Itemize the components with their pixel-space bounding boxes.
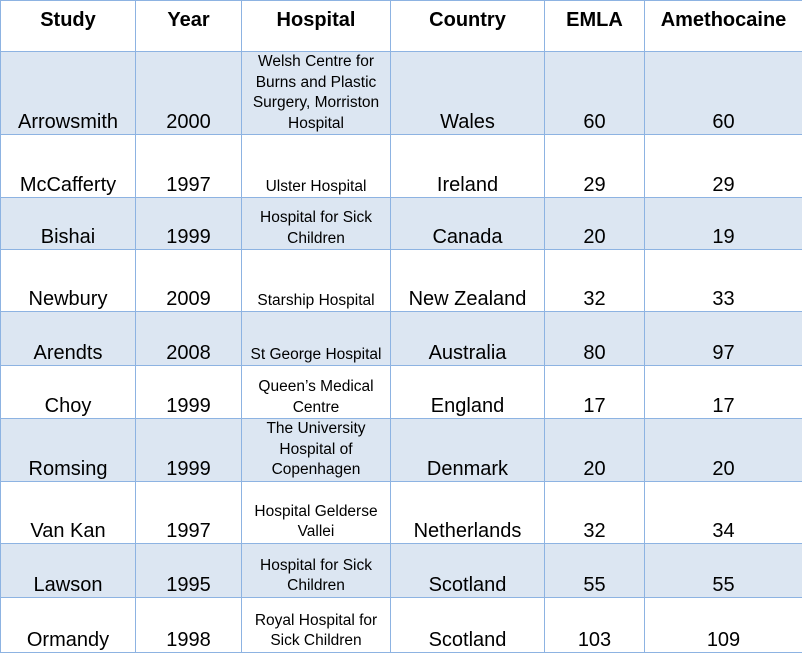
cell-amethocaine: 34 [645,481,802,543]
cell-amethocaine: 55 [645,543,802,597]
table-row: Choy 1999 Queen’s Medical Centre England… [1,366,802,419]
cell-emla: 103 [545,597,645,652]
table-row: Newbury 2009 Starship Hospital New Zeala… [1,250,802,312]
cell-emla: 29 [545,135,645,198]
cell-country: Ireland [391,135,545,198]
cell-amethocaine: 109 [645,597,802,652]
cell-study: Lawson [1,543,136,597]
cell-hospital: Hospital for Sick Children [242,198,391,250]
cell-study: Choy [1,366,136,419]
cell-amethocaine: 29 [645,135,802,198]
cell-study: Bishai [1,198,136,250]
table-row: McCafferty 1997 Ulster Hospital Ireland … [1,135,802,198]
cell-country: Canada [391,198,545,250]
cell-amethocaine: 19 [645,198,802,250]
cell-amethocaine: 97 [645,312,802,366]
cell-study: Newbury [1,250,136,312]
cell-emla: 60 [545,52,645,135]
cell-year: 2008 [136,312,242,366]
cell-hospital: Hospital Gelderse Vallei [242,481,391,543]
cell-year: 2000 [136,52,242,135]
table-row: Van Kan 1997 Hospital Gelderse Vallei Ne… [1,481,802,543]
table-row: Ormandy 1998 Royal Hospital for Sick Chi… [1,597,802,652]
cell-country: England [391,366,545,419]
cell-hospital: Hospital for Sick Children [242,543,391,597]
cell-emla: 20 [545,419,645,482]
cell-year: 1999 [136,419,242,482]
cell-country: Scotland [391,543,545,597]
cell-country: Australia [391,312,545,366]
header-country: Country [391,1,545,52]
cell-hospital: Ulster Hospital [242,135,391,198]
cell-study: Ormandy [1,597,136,652]
table-row: Bishai 1999 Hospital for Sick Children C… [1,198,802,250]
cell-study: McCafferty [1,135,136,198]
cell-emla: 80 [545,312,645,366]
cell-hospital: Queen’s Medical Centre [242,366,391,419]
cell-emla: 32 [545,481,645,543]
cell-study: Romsing [1,419,136,482]
cell-hospital: The University Hospital of Copenhagen [242,419,391,482]
header-amethocaine: Amethocaine [645,1,802,52]
cell-country: Denmark [391,419,545,482]
cell-country: Netherlands [391,481,545,543]
cell-year: 2009 [136,250,242,312]
cell-study: Arrowsmith [1,52,136,135]
table-row: Arendts 2008 St George Hospital Australi… [1,312,802,366]
cell-amethocaine: 33 [645,250,802,312]
cell-emla: 17 [545,366,645,419]
cell-hospital: Welsh Centre for Burns and Plastic Surge… [242,52,391,135]
header-hospital: Hospital [242,1,391,52]
cell-amethocaine: 60 [645,52,802,135]
header-emla: EMLA [545,1,645,52]
header-year: Year [136,1,242,52]
cell-amethocaine: 20 [645,419,802,482]
cell-year: 1998 [136,597,242,652]
cell-year: 1999 [136,198,242,250]
cell-hospital: Royal Hospital for Sick Children [242,597,391,652]
cell-hospital: Starship Hospital [242,250,391,312]
cell-study: Arendts [1,312,136,366]
cell-country: Wales [391,52,545,135]
table-row: Romsing 1999 The University Hospital of … [1,419,802,482]
cell-hospital: St George Hospital [242,312,391,366]
cell-year: 1999 [136,366,242,419]
cell-study: Van Kan [1,481,136,543]
header-row: Study Year Hospital Country EMLA Amethoc… [1,1,802,52]
cell-year: 1997 [136,481,242,543]
table-row: Lawson 1995 Hospital for Sick Children S… [1,543,802,597]
cell-emla: 32 [545,250,645,312]
table-row: Arrowsmith 2000 Welsh Centre for Burns a… [1,52,802,135]
cell-country: New Zealand [391,250,545,312]
cell-country: Scotland [391,597,545,652]
cell-year: 1995 [136,543,242,597]
cell-emla: 20 [545,198,645,250]
header-study: Study [1,1,136,52]
cell-emla: 55 [545,543,645,597]
cell-amethocaine: 17 [645,366,802,419]
cell-year: 1997 [136,135,242,198]
